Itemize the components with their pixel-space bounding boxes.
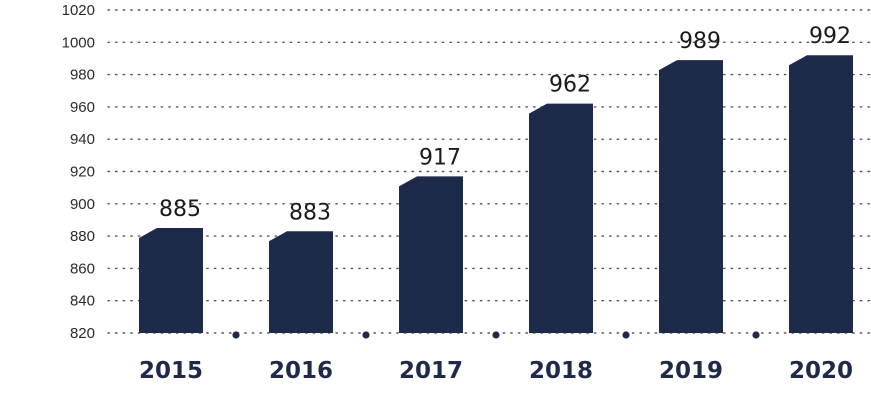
category-label-2018: 2018 bbox=[529, 358, 593, 384]
y-tick-label: 920 bbox=[70, 164, 95, 181]
y-tick-label: 900 bbox=[70, 196, 95, 213]
separator-dot bbox=[362, 331, 370, 339]
separator-dot bbox=[752, 331, 760, 339]
value-labels: 885 883 917 962 989 992 bbox=[159, 24, 851, 225]
value-label-2015: 885 bbox=[159, 197, 201, 222]
x-axis-labels: 2015 2016 2017 2018 2019 2020 bbox=[139, 358, 853, 384]
value-label-2016: 883 bbox=[289, 200, 331, 225]
bar-2020 bbox=[789, 55, 853, 333]
value-label-2020: 992 bbox=[809, 24, 851, 49]
y-tick-label: 1000 bbox=[62, 34, 95, 51]
bar-2018 bbox=[529, 103, 593, 333]
value-label-2018: 962 bbox=[549, 73, 591, 98]
value-label-2017: 917 bbox=[419, 145, 461, 170]
separator-dot bbox=[622, 331, 630, 339]
y-tick-label: 860 bbox=[70, 260, 95, 277]
y-tick-label: 980 bbox=[70, 67, 95, 84]
value-label-2019: 989 bbox=[679, 29, 721, 54]
gridlines bbox=[107, 9, 871, 334]
bar-2015 bbox=[139, 228, 203, 333]
bars bbox=[139, 55, 853, 333]
category-separators bbox=[232, 331, 760, 339]
y-tick-label: 940 bbox=[70, 131, 95, 148]
category-label-2016: 2016 bbox=[269, 358, 333, 384]
separator-dot bbox=[232, 331, 240, 339]
category-label-2015: 2015 bbox=[139, 358, 203, 384]
y-tick-label: 1020 bbox=[62, 2, 95, 19]
bar-2019 bbox=[659, 60, 723, 333]
bar-2016 bbox=[269, 231, 333, 333]
category-label-2020: 2020 bbox=[789, 358, 853, 384]
category-label-2017: 2017 bbox=[399, 358, 463, 384]
separator-dot bbox=[492, 331, 500, 339]
y-tick-label: 960 bbox=[70, 99, 95, 116]
y-axis-ticks: 820 840 860 880 900 920 940 960 980 1000 1020 bbox=[62, 2, 95, 342]
y-tick-label: 820 bbox=[70, 325, 95, 342]
y-tick-label: 840 bbox=[70, 293, 95, 310]
bar-2017 bbox=[399, 176, 463, 333]
y-tick-label: 880 bbox=[70, 228, 95, 245]
category-label-2019: 2019 bbox=[659, 358, 723, 384]
